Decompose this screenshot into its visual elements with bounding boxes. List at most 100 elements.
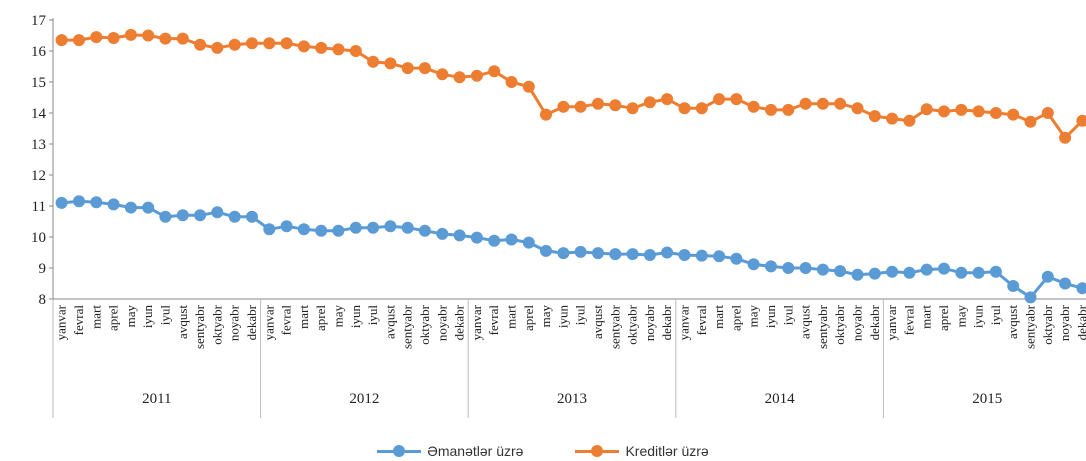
legend-item-deposits[interactable]: Əmanətlər üzrə xyxy=(377,443,523,459)
data-point xyxy=(418,62,431,75)
y-tick-label: 17 xyxy=(31,13,47,29)
data-point xyxy=(695,102,708,115)
x-tick-label: oktyabr xyxy=(625,304,640,344)
data-point xyxy=(367,55,380,68)
data-point xyxy=(176,32,189,45)
data-point xyxy=(695,249,708,262)
data-point xyxy=(211,41,224,54)
x-tick-label: avqust xyxy=(1005,305,1020,339)
data-point xyxy=(107,198,120,211)
legend-label-credits: Kreditlər üzrə xyxy=(625,442,709,459)
legend-swatch-deposits xyxy=(377,444,422,457)
data-point xyxy=(730,252,743,265)
data-point xyxy=(782,262,795,274)
x-tick-label: mart xyxy=(919,305,934,329)
legend-swatch-credits xyxy=(575,444,620,457)
x-tick-label: aprel xyxy=(313,305,328,331)
data-point xyxy=(297,223,310,236)
x-tick-label: oktyabr xyxy=(832,304,847,344)
data-point xyxy=(73,195,85,208)
data-point xyxy=(643,249,656,261)
year-label: 2011 xyxy=(142,391,171,407)
data-point xyxy=(643,96,656,109)
data-point xyxy=(626,248,639,261)
series-deposits xyxy=(55,195,1086,304)
data-point xyxy=(938,105,950,118)
data-point xyxy=(436,68,449,81)
data-point xyxy=(782,103,795,116)
data-point xyxy=(453,71,466,84)
data-point xyxy=(972,105,985,118)
x-tick-label: fevral xyxy=(279,305,294,336)
data-point xyxy=(920,263,933,276)
x-tick-label: iyun xyxy=(971,305,986,329)
data-point xyxy=(246,210,258,223)
data-point xyxy=(955,266,968,279)
data-point xyxy=(505,233,518,246)
data-point xyxy=(903,114,916,127)
x-tick-label: dekabr xyxy=(452,304,467,340)
x-tick-label: avqust xyxy=(382,305,397,339)
data-point xyxy=(816,263,829,276)
data-point xyxy=(246,37,258,50)
x-tick-label: may xyxy=(330,305,345,328)
data-point xyxy=(1041,270,1054,283)
x-tick-label: yanvar xyxy=(676,304,691,340)
data-point xyxy=(1024,115,1037,128)
data-point xyxy=(955,103,968,116)
x-tick-label: may xyxy=(746,305,761,328)
data-point xyxy=(851,102,864,115)
data-point xyxy=(488,65,501,78)
x-tick-label: yanvar xyxy=(54,304,69,340)
data-point xyxy=(107,32,120,44)
data-point xyxy=(868,110,881,123)
data-point xyxy=(522,236,535,249)
data-point xyxy=(903,266,916,279)
data-point xyxy=(401,221,414,234)
data-point xyxy=(540,244,552,257)
x-tick-label: fevral xyxy=(486,305,501,336)
data-point xyxy=(297,40,310,53)
year-label: 2014 xyxy=(765,391,796,407)
data-point xyxy=(834,265,847,278)
x-tick-label: mart xyxy=(711,305,726,329)
x-tick-label: may xyxy=(123,305,138,328)
x-tick-label: oktyabr xyxy=(417,304,432,344)
x-tick-label: sentyabr xyxy=(1022,304,1037,349)
x-tick-label: iyul xyxy=(365,305,380,326)
data-point xyxy=(609,248,622,261)
y-tick-label: 11 xyxy=(32,199,46,215)
data-point xyxy=(453,229,466,242)
data-point xyxy=(592,247,604,260)
data-point xyxy=(574,245,587,258)
x-tick-label: sentyabr xyxy=(192,304,207,349)
y-tick-label: 16 xyxy=(31,44,47,60)
data-point xyxy=(574,100,587,113)
x-tick-label: iyun xyxy=(555,305,570,329)
data-point xyxy=(176,209,189,222)
x-tick-label: mart xyxy=(503,305,518,329)
data-point xyxy=(315,41,328,54)
data-point xyxy=(592,97,604,110)
data-point xyxy=(938,262,950,275)
legend: Əmanətlər üzrə Kreditlər üzrə xyxy=(0,440,1086,461)
data-point xyxy=(799,262,812,274)
y-tick-label: 10 xyxy=(31,230,46,246)
data-point xyxy=(920,103,933,116)
data-point xyxy=(90,196,103,209)
data-point xyxy=(384,220,397,233)
x-tick-label: fevral xyxy=(694,305,709,336)
legend-item-credits[interactable]: Kreditlər üzrə xyxy=(575,442,709,459)
x-tick-label: avqust xyxy=(175,305,190,339)
x-tick-label: iyul xyxy=(988,305,1003,326)
data-point xyxy=(315,224,328,237)
y-tick-label: 9 xyxy=(39,261,47,277)
data-point xyxy=(747,100,760,113)
data-point xyxy=(1059,277,1072,290)
data-point xyxy=(765,260,777,273)
x-tick-label: aprel xyxy=(728,305,743,331)
data-point xyxy=(868,267,881,280)
x-tick-label: dekabr xyxy=(659,304,674,340)
data-point xyxy=(1076,282,1086,295)
data-point xyxy=(816,97,829,110)
